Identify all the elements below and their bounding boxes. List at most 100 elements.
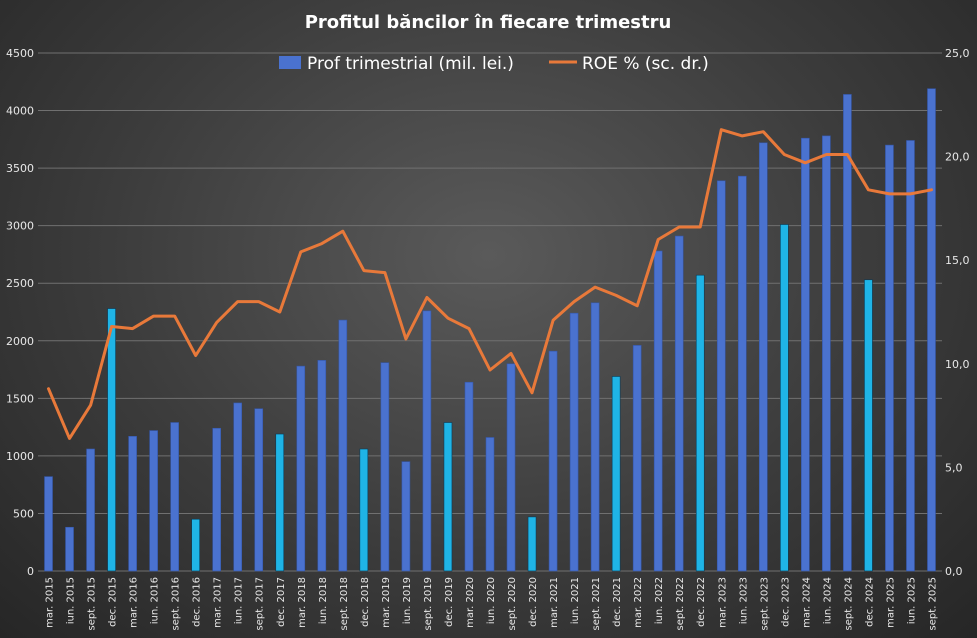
x-tick-label: iun. 2021	[570, 577, 581, 624]
bar	[359, 448, 369, 572]
bar	[590, 302, 600, 572]
bar	[653, 250, 663, 572]
x-tick-label: mar. 2018	[297, 577, 308, 628]
x-tick-label: iun. 2023	[738, 577, 749, 624]
bar	[422, 310, 432, 572]
x-tick-label: dec. 2022	[696, 577, 707, 627]
x-tick-label: iun. 2025	[906, 577, 917, 624]
bar	[506, 363, 516, 572]
x-tick-label: dec. 2016	[192, 577, 203, 627]
bar	[822, 135, 831, 572]
x-tick-label: iun. 2016	[150, 577, 161, 624]
bar	[548, 350, 558, 572]
bar	[233, 402, 243, 572]
bar	[632, 345, 642, 572]
y-right-tick-label: 10,0	[945, 358, 970, 371]
y-left-tick-label: 2500	[6, 277, 34, 290]
x-tick-label: mar. 2024	[801, 577, 812, 628]
y-left-tick-label: 500	[13, 507, 34, 520]
bar	[191, 518, 200, 572]
x-tick-label: iun. 2017	[234, 577, 245, 624]
bar	[906, 140, 915, 572]
bar	[695, 274, 705, 572]
y-axis-left: 0 500 1000 1500 2000 2500 3000 3500 4000 4500	[6, 47, 34, 578]
bar	[716, 180, 726, 572]
bar	[317, 360, 327, 572]
bar	[86, 448, 95, 572]
x-tick-label: iun. 2015	[66, 577, 77, 624]
x-tick-label: dec. 2017	[276, 577, 287, 627]
bar	[275, 433, 285, 572]
x-tick-label: dec. 2023	[780, 577, 791, 627]
legend: Prof trimestrial (mil. lei.) ROE % (sc. …	[279, 54, 709, 74]
x-tick-label: dec. 2015	[108, 577, 119, 627]
y-right-tick-label: 5,0	[945, 461, 963, 474]
bar	[801, 137, 810, 572]
x-tick-label: mar. 2016	[129, 577, 140, 628]
y-left-tick-label: 0	[27, 565, 34, 578]
x-tick-label: iun. 2024	[822, 577, 833, 624]
legend-line-label: ROE % (sc. dr.)	[582, 54, 709, 74]
chart-title: Profitul băncilor în fiecare trimestru	[305, 12, 672, 33]
bar	[380, 362, 390, 572]
bar	[485, 437, 495, 572]
y-left-tick-label: 3000	[6, 220, 34, 233]
x-tick-label: iun. 2020	[486, 577, 497, 624]
x-tick-label: sept. 2023	[759, 577, 770, 630]
bar	[170, 422, 179, 572]
bar	[611, 376, 621, 572]
x-tick-label: sept. 2022	[675, 577, 686, 630]
bar	[212, 427, 221, 572]
bar	[149, 430, 158, 572]
bar	[674, 235, 684, 572]
y-left-tick-label: 1500	[6, 392, 34, 405]
x-tick-label: mar. 2015	[45, 577, 56, 628]
bar	[464, 381, 474, 572]
x-tick-label: sept. 2024	[843, 577, 854, 630]
roe-series	[47, 128, 933, 440]
y-left-tick-label: 4500	[6, 47, 34, 60]
bar	[128, 436, 137, 572]
x-tick-label: sept. 2016	[171, 577, 182, 630]
bar	[737, 175, 747, 572]
x-tick-label: iun. 2019	[402, 577, 413, 624]
y-right-tick-label: 20,0	[945, 151, 970, 164]
y-axis-right: 0,0 5,0 10,0 15,0 20,0 25,0	[945, 47, 970, 578]
legend-bar-swatch	[279, 56, 301, 69]
bar	[254, 408, 264, 572]
x-tick-label: dec. 2021	[612, 577, 623, 627]
x-tick-label: iun. 2022	[654, 577, 665, 624]
y-left-tick-label: 3500	[6, 162, 34, 175]
x-tick-label: mar. 2020	[465, 577, 476, 628]
bar	[443, 422, 453, 572]
x-tick-label: dec. 2020	[528, 577, 539, 627]
roe-line	[47, 128, 933, 440]
bar	[338, 319, 348, 572]
bar	[885, 144, 894, 572]
x-axis: mar. 2015 iun. 2015 sept. 2015 dec. 2015 mar…	[45, 577, 939, 630]
bars-series	[44, 88, 936, 572]
x-tick-label: mar. 2019	[381, 577, 392, 628]
x-tick-label: sept. 2019	[423, 577, 434, 630]
x-tick-label: dec. 2018	[360, 577, 371, 627]
bar	[927, 88, 936, 572]
x-tick-label: sept. 2015	[87, 577, 98, 630]
x-tick-label: mar. 2017	[213, 577, 224, 628]
x-tick-label: sept. 2018	[339, 577, 350, 630]
bar	[843, 94, 852, 572]
bar	[296, 365, 306, 572]
bar	[780, 224, 789, 572]
y-left-tick-label: 2000	[6, 335, 34, 348]
bar	[107, 308, 116, 572]
x-tick-label: sept. 2020	[507, 577, 518, 630]
bar	[44, 476, 53, 572]
x-tick-label: mar. 2023	[717, 577, 728, 628]
x-tick-label: sept. 2021	[591, 577, 602, 630]
x-tick-label: dec. 2024	[864, 577, 875, 627]
y-right-tick-label: 15,0	[945, 254, 970, 267]
x-tick-label: mar. 2025	[885, 577, 896, 628]
x-tick-label: dec. 2019	[444, 577, 455, 627]
legend-bar-label: Prof trimestrial (mil. lei.)	[307, 54, 514, 74]
y-right-tick-label: 0,0	[945, 565, 963, 578]
